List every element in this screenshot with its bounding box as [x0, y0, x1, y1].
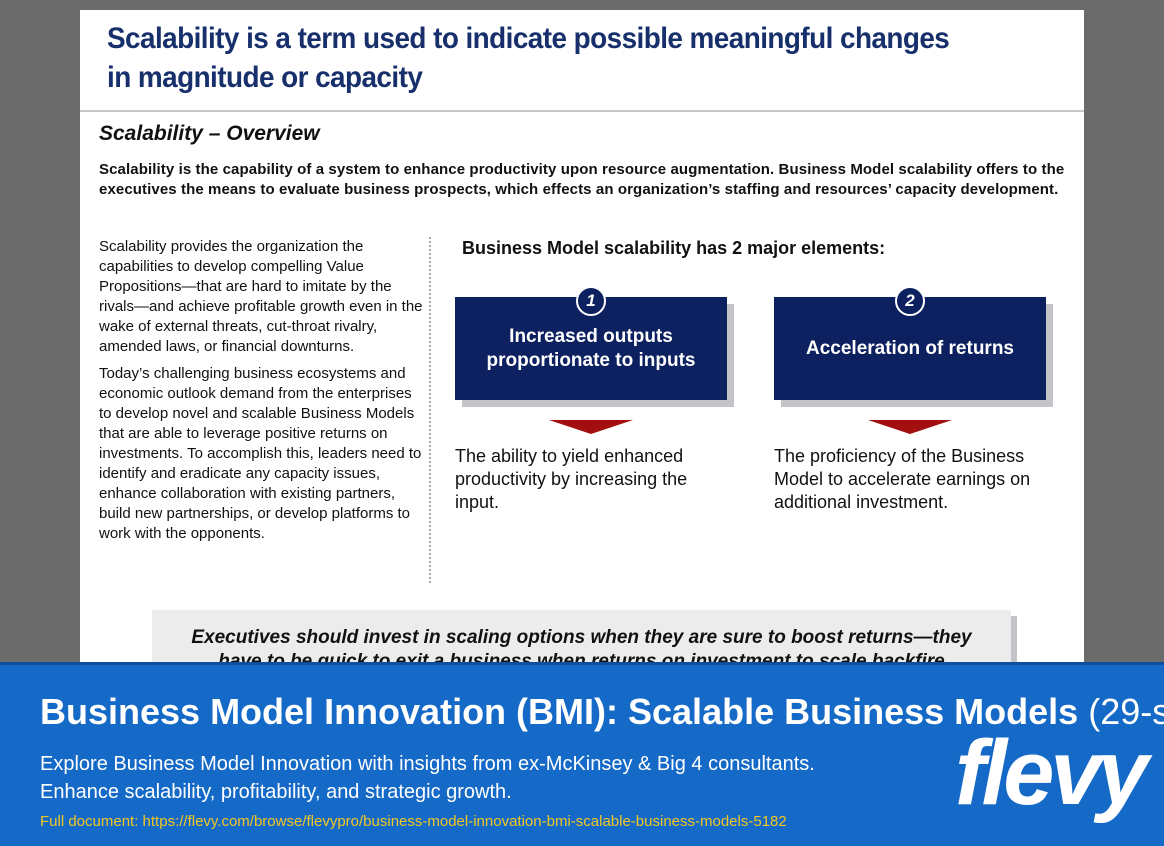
- divider: [80, 110, 1084, 112]
- slide-title: Scalability is a term used to indicate p…: [107, 22, 950, 55]
- left-column: Scalability provides the organization th…: [99, 237, 427, 544]
- subtitle: Scalability – Overview: [99, 122, 320, 145]
- paragraph: Today’s challenging business ecosystems …: [99, 365, 422, 542]
- banner-title: Business Model Innovation (BMI): Scalabl…: [40, 691, 1164, 733]
- element-number: 1: [576, 286, 606, 316]
- slide-title: in magnitude or capacity: [107, 61, 423, 94]
- arrow: [549, 420, 633, 434]
- element-number: 2: [895, 286, 925, 316]
- dotted-separator: [429, 237, 431, 583]
- banner-text: Explore Business Model Innovation with i…: [40, 750, 815, 806]
- banner-title-main: Business Model Innovation (BMI): Scalabl…: [40, 691, 1079, 732]
- logo: flevy: [955, 722, 1149, 824]
- banner-title-suffix: (29-sli: [1088, 691, 1164, 732]
- intro: Scalability is the capability of a syste…: [99, 161, 1065, 198]
- arrow: [868, 420, 952, 434]
- banner-line: Explore Business Model Innovation with i…: [40, 753, 815, 775]
- document-link[interactable]: Full document: https://flevy.com/browse/…: [40, 813, 787, 830]
- element-description: The proficiency of the Business Model to…: [774, 446, 1031, 512]
- element-description: The ability to yield enhanced productivi…: [455, 446, 688, 512]
- paragraph: Scalability provides the organization th…: [99, 238, 423, 355]
- elements-heading: Business Model scalability has 2 major e…: [462, 238, 886, 258]
- banner: Business Model Innovation (BMI): Scalabl…: [0, 662, 1164, 846]
- element-box: Acceleration of returns: [774, 297, 1046, 400]
- banner-line: Enhance scalability, profitability, and …: [40, 781, 512, 803]
